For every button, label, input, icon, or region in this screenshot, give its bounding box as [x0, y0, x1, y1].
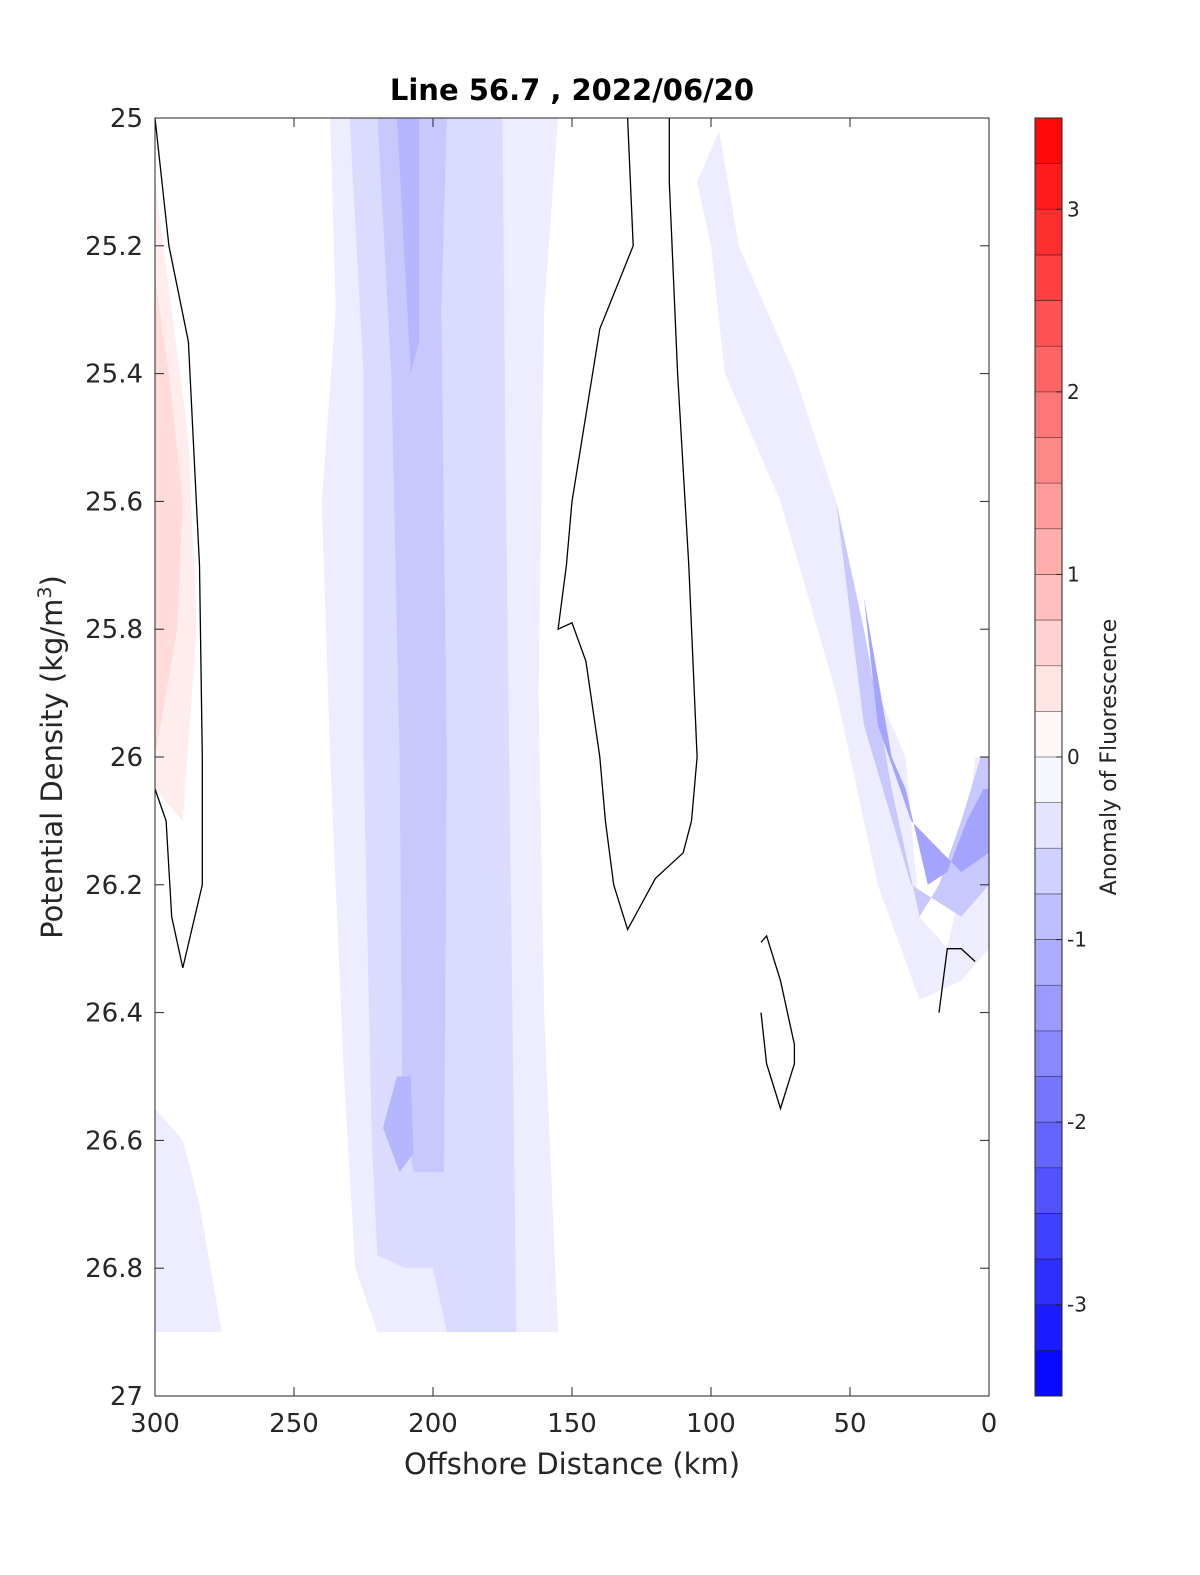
colorbar-band — [1035, 483, 1062, 529]
colorbar-band — [1035, 711, 1062, 757]
y-tick-label: 27 — [110, 1382, 143, 1412]
y-tick-label: 25.4 — [85, 360, 143, 390]
colorbar-band — [1035, 1167, 1062, 1214]
y-axis-ticks: 25 25.2 25.4 25.6 25.8 26 26.2 26.4 26.6 26.8 27 — [85, 104, 989, 1412]
colorbar-band — [1035, 1350, 1062, 1396]
colorbar-band — [1035, 620, 1062, 666]
colorbar-band — [1035, 1304, 1062, 1351]
y-axis-label-close: ) — [35, 575, 69, 586]
y-tick-label: 25.2 — [85, 232, 143, 262]
x-tick-label: 200 — [408, 1409, 458, 1439]
colorbar-band — [1035, 757, 1062, 803]
colorbar-tick-label: -3 — [1067, 1293, 1087, 1317]
colorbar-band — [1035, 1259, 1062, 1305]
x-tick-label: 0 — [981, 1409, 998, 1439]
contour-line-mid-zero-contour — [557, 118, 698, 932]
contour-line-nearshore-zero-contour — [938, 948, 976, 1013]
x-axis-label: Offshore Distance (km) — [404, 1447, 740, 1481]
x-tick-label: 100 — [686, 1409, 736, 1439]
colorbar-band — [1035, 1030, 1062, 1077]
y-axis-label: Potential Density (kg/m3) — [34, 575, 69, 939]
colorbar-label: Anomaly of Fluorescence — [1097, 619, 1122, 896]
contour-fill-coastal-negative-tongue — [697, 130, 989, 1000]
y-tick-label: 25.6 — [85, 487, 143, 517]
colorbar-band — [1035, 437, 1062, 484]
colorbar-band — [1035, 300, 1062, 347]
colorbar-band — [1035, 391, 1062, 438]
x-tick-label: 150 — [547, 1409, 597, 1439]
colorbar-band — [1035, 346, 1062, 392]
y-tick-label: 26.6 — [85, 1126, 143, 1156]
x-axis-ticks: 300 250 200 150 100 50 0 — [130, 118, 997, 1439]
colorbar-band — [1035, 848, 1062, 894]
colorbar: -3 -2 -1 0 1 2 3 — [1034, 117, 1087, 1397]
colorbar-tick-label: 2 — [1067, 380, 1080, 404]
y-tick-label: 25 — [110, 104, 143, 134]
contour-line-western-zero-contour — [155, 118, 203, 969]
y-tick-label: 26.8 — [85, 1254, 143, 1284]
colorbar-band — [1035, 254, 1062, 301]
contour-fill-coastal-negative-core — [836, 501, 989, 917]
colorbar-tick-label: 1 — [1067, 562, 1080, 586]
y-tick-label: 26 — [110, 743, 143, 773]
colorbar-band — [1035, 1122, 1062, 1168]
anomaly-contour-fills — [155, 118, 989, 1333]
colorbar-band — [1035, 665, 1062, 712]
y-tick-label: 26.2 — [85, 871, 143, 901]
colorbar-band — [1035, 1076, 1062, 1123]
contour-fill-offshore-negative-band-innermost — [396, 118, 420, 374]
x-tick-label: 50 — [833, 1409, 866, 1439]
y-tick-label: 25.8 — [85, 615, 143, 645]
chart-title: Line 56.7 , 2022/06/20 — [390, 73, 754, 107]
colorbar-tick-label: 0 — [1067, 745, 1080, 769]
colorbar-band — [1035, 163, 1062, 210]
contour-fill-western-edge-negative — [155, 1108, 222, 1333]
y-axis-label-superscript: 3 — [34, 586, 56, 598]
x-tick-label: 250 — [269, 1409, 319, 1439]
colorbar-tick-label: 3 — [1067, 197, 1080, 221]
colorbar-band — [1035, 118, 1062, 164]
contour-fill-western-positive-core — [155, 277, 183, 757]
contour-fill-offshore-negative-band-inner — [377, 118, 447, 1173]
colorbar-band — [1035, 574, 1062, 621]
colorbar-band — [1035, 939, 1062, 986]
colorbar-band — [1035, 985, 1062, 1031]
colorbar-band — [1035, 1213, 1062, 1260]
contour-fill-coastal-negative-inner — [863, 597, 989, 885]
colorbar-band — [1035, 802, 1062, 849]
contour-fill-offshore-negative-band-deep-core — [383, 1076, 414, 1173]
colorbar-band — [1035, 893, 1062, 940]
colorbar-tick-label: -1 — [1067, 928, 1087, 952]
x-tick-label: 300 — [130, 1409, 180, 1439]
contour-line-deep-closed-zero-contour — [760, 934, 796, 1111]
colorbar-tick-label: -2 — [1067, 1110, 1087, 1134]
colorbar-band — [1035, 528, 1062, 575]
y-tick-label: 26.4 — [85, 999, 143, 1029]
colorbar-band — [1035, 209, 1062, 255]
y-axis-label-main: Potential Density (kg/m — [35, 599, 69, 939]
zero-contour-lines — [155, 118, 976, 1111]
